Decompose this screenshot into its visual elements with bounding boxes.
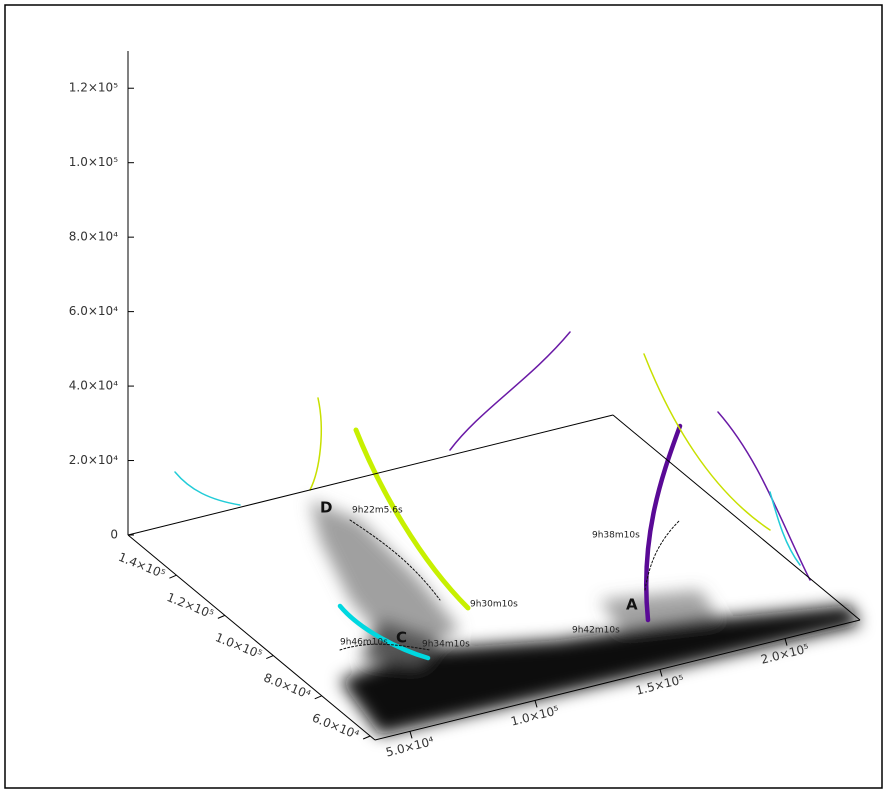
field-line <box>353 427 471 611</box>
annotation: C <box>396 629 407 647</box>
z-tick-label: 6.0×10⁴ <box>69 304 118 318</box>
plane-edge <box>127 414 614 536</box>
field-line <box>717 411 811 581</box>
track <box>349 519 441 601</box>
x-axis <box>374 619 861 741</box>
y-tick <box>314 695 322 700</box>
field-line <box>643 353 771 531</box>
annotation: 9h34m10s <box>422 640 470 650</box>
field-line <box>337 603 431 661</box>
y-axis <box>127 534 376 741</box>
annotation: D <box>320 499 332 517</box>
magnetogram <box>310 500 860 735</box>
field-line <box>309 397 322 491</box>
field-lines <box>174 331 811 661</box>
x-tick <box>409 731 413 739</box>
y-tick <box>217 614 226 619</box>
track <box>644 519 681 591</box>
plane-edge <box>612 414 861 621</box>
z-tick-label: 2.0×10⁴ <box>69 453 118 467</box>
z-tick-label: 0 <box>110 528 118 542</box>
annotation: A <box>626 596 638 614</box>
y-tick <box>169 574 177 579</box>
y-tick <box>266 655 274 660</box>
field-line <box>174 471 241 506</box>
z-tick-label: 1.2×10⁵ <box>69 81 118 95</box>
x-tick <box>784 638 788 646</box>
x-tick <box>534 700 538 708</box>
annotation: 9h30m10s <box>470 600 518 610</box>
annotation: 9h22m5.6s <box>352 506 403 516</box>
z-tick-label: 8.0×10⁴ <box>69 230 118 244</box>
field-line <box>449 331 571 451</box>
z-tick-label: 4.0×10⁴ <box>69 379 118 393</box>
z-tick-label: 1.0×10⁵ <box>69 155 118 169</box>
field-line <box>769 491 801 566</box>
annotation: 9h38m10s <box>592 531 640 541</box>
y-tick <box>362 735 371 740</box>
annotation: 9h46m10s <box>340 638 388 648</box>
annotation: 9h42m10s <box>572 626 620 636</box>
field-line <box>643 423 683 623</box>
track <box>339 643 431 651</box>
x-tick <box>659 669 663 677</box>
